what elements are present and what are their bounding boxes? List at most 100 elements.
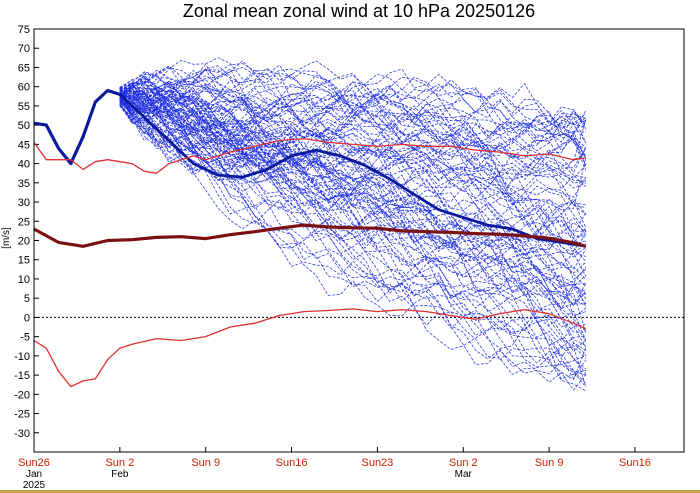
x-tick-month: Mar — [455, 469, 473, 480]
ensemble-member-line — [119, 69, 587, 244]
mean-line — [118, 93, 587, 248]
ensemble-member-line — [119, 90, 587, 257]
chart-title: Zonal mean zonal wind at 10 hPa 20250126 — [183, 1, 535, 21]
ensemble-member-line — [119, 86, 587, 359]
y-tick-label: 40 — [18, 159, 30, 171]
x-tick-label: Sun 9 — [535, 457, 564, 469]
y-tick-label: 5 — [24, 293, 30, 305]
ensemble-member-line — [119, 92, 587, 384]
y-tick-label: 30 — [18, 197, 30, 209]
ensemble-member-line — [119, 103, 587, 242]
y-tick-group: 757065605550454035302520151050-5-10-15-2… — [14, 24, 684, 440]
ensemble-member-line — [119, 77, 587, 306]
ensemble-member-line — [119, 92, 587, 307]
ensemble-member-line — [119, 92, 587, 215]
ensemble-member-line — [119, 97, 587, 262]
x-tick-label: Sun16 — [619, 457, 651, 469]
ensemble-member-line — [119, 68, 587, 270]
y-tick-label: 55 — [18, 101, 30, 113]
y-tick-label: 10 — [18, 274, 30, 286]
ensemble-member-line — [119, 83, 587, 159]
x-tick-month: Feb — [111, 469, 129, 480]
ensemble-member-line — [119, 88, 587, 310]
y-axis-label: [m/s] — [1, 227, 12, 249]
x-tick-label: Sun23 — [361, 457, 393, 469]
ensemble-member-line — [119, 93, 587, 392]
analysis-line — [33, 88, 121, 166]
y-tick-label: -10 — [14, 351, 30, 363]
x-tick-month: Jan — [26, 469, 42, 480]
ensemble-member-line — [119, 92, 587, 211]
ensemble-member-line — [119, 86, 587, 231]
ensemble-member-line — [119, 90, 587, 255]
ensemble-member-line — [119, 105, 587, 388]
ensemble-member-line — [119, 66, 587, 137]
ensemble-member-line — [119, 63, 586, 152]
y-tick-label: 0 — [24, 312, 30, 324]
x-tick-label: Sun 2 — [449, 457, 478, 469]
x-tick-label: Sun 2 — [105, 457, 134, 469]
ensemble-member-line — [119, 68, 587, 189]
ensemble-member-line — [119, 88, 587, 216]
x-tick-label: Sun16 — [276, 457, 308, 469]
ensemble-member-line — [119, 88, 587, 252]
ensemble-member-line — [119, 60, 586, 208]
x-tick-label: Sun26 — [18, 457, 50, 469]
x-tick-label: Sun 9 — [191, 457, 220, 469]
y-tick-label: -30 — [14, 428, 30, 440]
climatology-extreme-line — [33, 137, 586, 174]
plot-frame — [33, 28, 685, 453]
ensemble-member-line — [119, 97, 587, 341]
ensemble-member-line — [119, 96, 587, 366]
y-tick-label: 75 — [18, 24, 30, 36]
ensemble-member-line — [119, 95, 586, 342]
series-group — [33, 88, 587, 388]
ensemble-member-line — [119, 75, 587, 251]
ensemble-member-line — [119, 103, 587, 167]
ensemble-member-line — [119, 104, 587, 199]
y-tick-label: 60 — [18, 82, 30, 94]
y-tick-label: 70 — [18, 43, 30, 55]
ensemble-member-line — [119, 65, 587, 138]
ensemble-member-line — [119, 69, 587, 160]
ensemble-member-line — [119, 101, 587, 317]
ensemble-member-line — [119, 87, 587, 212]
y-tick-label: 25 — [18, 216, 30, 228]
ensemble-member-line — [119, 97, 587, 306]
ensemble-member-line — [119, 92, 587, 391]
ensemble-member-line — [119, 83, 587, 166]
ensemble-member-line — [119, 94, 587, 334]
ensemble-member-line — [119, 75, 587, 180]
ensemble-member-line — [119, 94, 587, 288]
y-tick-label: -5 — [20, 332, 30, 344]
ensemble-member-line — [119, 83, 587, 376]
y-tick-label: -15 — [14, 370, 30, 382]
y-tick-label: 45 — [18, 139, 30, 151]
ensemble-member-line — [119, 96, 587, 370]
ensemble-member-line — [119, 88, 587, 380]
ensemble-member-line — [119, 79, 587, 245]
ensemble-member-line — [119, 90, 587, 294]
y-tick-label: 65 — [18, 62, 30, 74]
ensemble-member-line — [119, 100, 586, 235]
climatology-extreme-line — [33, 308, 587, 388]
y-tick-label: -20 — [14, 389, 30, 401]
ensemble-member-line — [119, 73, 586, 125]
ensemble-member-line — [119, 80, 587, 319]
y-tick-label: 35 — [18, 178, 30, 190]
y-tick-label: 20 — [18, 236, 30, 248]
ensemble-member-line — [119, 90, 587, 376]
bottom-border — [0, 490, 700, 493]
ensemble-member-line — [119, 99, 586, 333]
y-tick-label: 50 — [18, 120, 30, 132]
ensemble-member-line — [119, 80, 587, 229]
y-tick-label: 15 — [18, 255, 30, 267]
y-tick-label: -25 — [14, 409, 30, 421]
ensemble-member-line — [119, 80, 587, 148]
ensemble-member-line — [119, 84, 587, 258]
climatology-line — [33, 223, 587, 248]
ensemble-member-line — [119, 104, 587, 281]
